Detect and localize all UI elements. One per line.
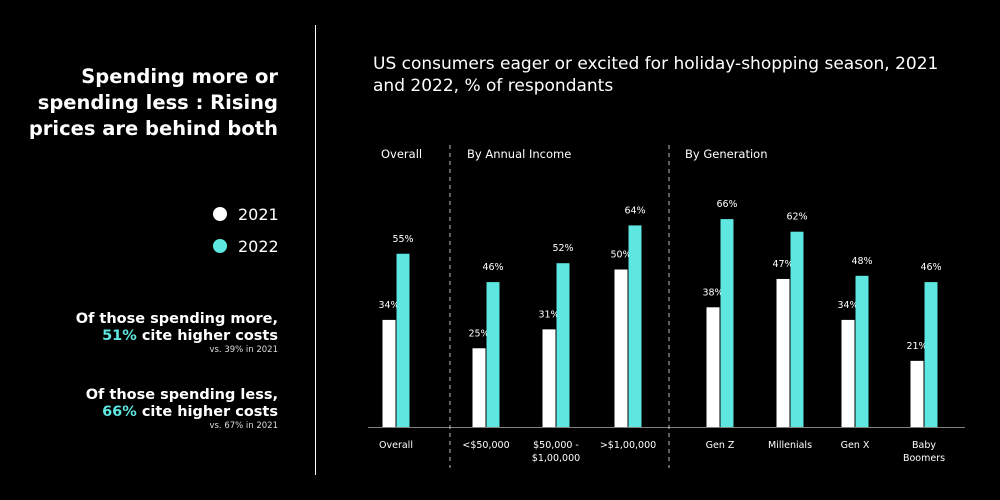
- note-rest: cite higher costs: [136, 328, 278, 344]
- data-label-2021: 25%: [468, 328, 489, 339]
- note-pct: 66%: [102, 404, 137, 420]
- note-line2: 51% cite higher costs: [0, 328, 278, 345]
- category-label: Gen X: [841, 440, 870, 451]
- data-label-2021: 31%: [538, 309, 559, 320]
- note-line1: Of those spending less,: [85, 387, 278, 403]
- note-small: vs. 39% in 2021: [209, 345, 278, 355]
- note-pct: 51%: [102, 328, 137, 344]
- legend-dot-2022: [213, 239, 227, 253]
- category-label: $1,00,000: [532, 453, 580, 464]
- bar-2021: [776, 278, 790, 427]
- bar-2022: [486, 282, 500, 427]
- bar-2022: [720, 219, 734, 427]
- bar-2022: [628, 225, 642, 427]
- bar-2022: [396, 253, 410, 427]
- legend-label-2022: 2022: [238, 236, 279, 256]
- bar-2021: [472, 348, 486, 427]
- note-spending-more: Of those spending more, 51% cite higher …: [0, 311, 278, 356]
- data-label-2021: 34%: [378, 300, 399, 311]
- note-rest: cite higher costs: [136, 404, 278, 420]
- legend-item-2021: 2021: [213, 198, 279, 230]
- category-label: >$1,00,000: [600, 440, 656, 451]
- bar-2021: [614, 269, 628, 427]
- category-label: $50,000 -: [533, 440, 579, 451]
- data-label-2022: 46%: [482, 262, 503, 273]
- bar-2021: [910, 360, 924, 427]
- category-label: Baby: [912, 440, 936, 451]
- bar-2021: [382, 319, 396, 427]
- bar-2022: [924, 282, 938, 427]
- category-label: Gen Z: [706, 440, 735, 451]
- chart-title: US consumers eager or excited for holida…: [373, 54, 939, 96]
- category-label: Boomers: [903, 453, 945, 464]
- category-label: <$50,000: [462, 440, 509, 451]
- data-label-2022: 62%: [786, 212, 807, 223]
- data-label-2021: 34%: [837, 300, 858, 311]
- data-label-2022: 46%: [920, 262, 941, 273]
- bar-2021: [542, 329, 556, 427]
- data-label-2022: 64%: [624, 205, 645, 216]
- data-label-2021: 38%: [702, 287, 723, 298]
- data-label-2022: 66%: [716, 199, 737, 210]
- note-small: vs. 67% in 2021: [209, 421, 278, 431]
- data-label-2022: 55%: [392, 234, 413, 245]
- note-spending-less: Of those spending less, 66% cite higher …: [0, 387, 278, 432]
- vertical-divider: [315, 25, 316, 475]
- data-label-2021: 47%: [772, 259, 793, 270]
- legend-dot-2021: [213, 207, 227, 221]
- bar-2021: [706, 307, 720, 427]
- legend-label-2021: 2021: [238, 204, 279, 224]
- category-label: Millenials: [768, 440, 812, 451]
- bar-2022: [556, 263, 570, 427]
- bar-2022: [855, 275, 869, 427]
- data-label-2021: 50%: [610, 250, 631, 261]
- left-panel-title: Spending more or spending less : Rising …: [28, 65, 278, 140]
- category-label: Overall: [379, 440, 413, 451]
- bar-2021: [841, 319, 855, 427]
- note-line2: 66% cite higher costs: [0, 404, 278, 421]
- data-label-2021: 21%: [906, 341, 927, 352]
- legend: 2021 2022: [213, 198, 279, 262]
- legend-item-2022: 2022: [213, 230, 279, 262]
- data-label-2022: 52%: [552, 243, 573, 254]
- group-title: Overall: [381, 147, 422, 161]
- data-label-2022: 48%: [851, 256, 872, 267]
- group-title: By Annual Income: [467, 147, 571, 161]
- note-line1: Of those spending more,: [75, 311, 278, 327]
- bar-2022: [790, 231, 804, 427]
- group-title: By Generation: [685, 147, 768, 161]
